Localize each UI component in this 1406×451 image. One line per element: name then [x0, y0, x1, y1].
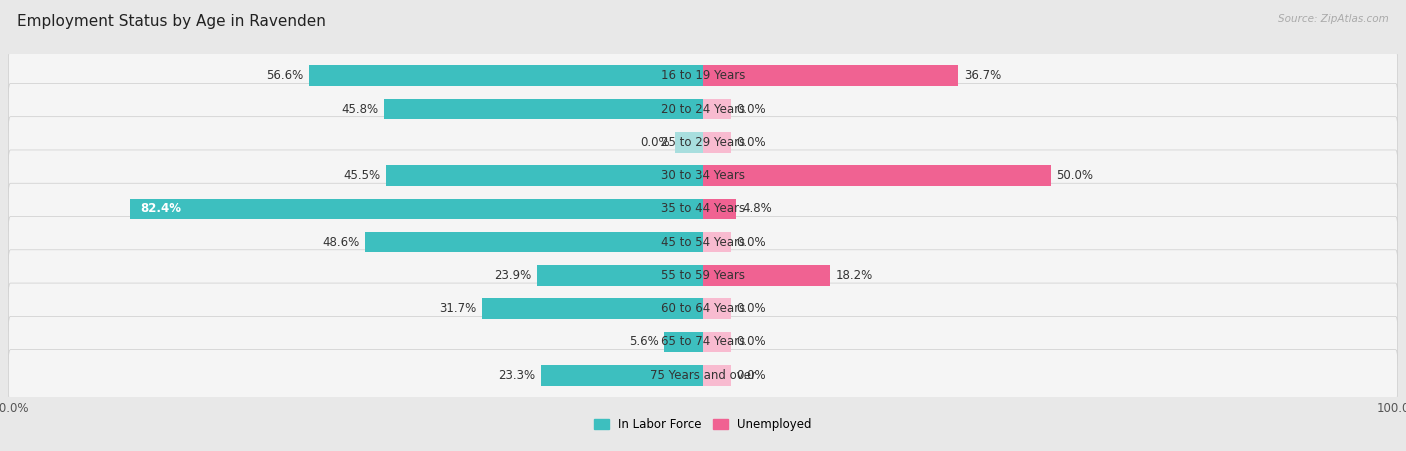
FancyBboxPatch shape [8, 350, 1398, 401]
Bar [703, 99, 731, 120]
Text: 35 to 44 Years: 35 to 44 Years [661, 202, 745, 216]
Text: 75 Years and over: 75 Years and over [650, 369, 756, 382]
Text: 0.0%: 0.0% [737, 136, 766, 149]
FancyBboxPatch shape [8, 117, 1398, 168]
Text: 45.5%: 45.5% [343, 169, 381, 182]
Text: 25 to 29 Years: 25 to 29 Years [661, 136, 745, 149]
Bar [703, 198, 737, 219]
Bar [703, 331, 731, 352]
Bar [384, 99, 703, 120]
Text: 16 to 19 Years: 16 to 19 Years [661, 69, 745, 82]
Text: 50.0%: 50.0% [1056, 169, 1094, 182]
Bar [703, 65, 959, 86]
Text: 36.7%: 36.7% [965, 69, 1001, 82]
Bar [364, 232, 703, 253]
Text: 48.6%: 48.6% [322, 235, 359, 249]
Text: Employment Status by Age in Ravenden: Employment Status by Age in Ravenden [17, 14, 326, 28]
Bar [309, 65, 703, 86]
Bar [703, 265, 830, 286]
Text: 31.7%: 31.7% [440, 302, 477, 315]
Text: 45.8%: 45.8% [342, 102, 378, 115]
Bar [541, 365, 703, 386]
FancyBboxPatch shape [8, 216, 1398, 268]
Text: 18.2%: 18.2% [835, 269, 873, 282]
Text: 0.0%: 0.0% [737, 235, 766, 249]
FancyBboxPatch shape [8, 183, 1398, 235]
Text: 4.8%: 4.8% [742, 202, 772, 216]
Bar [703, 299, 731, 319]
Bar [482, 299, 703, 319]
Text: 45 to 54 Years: 45 to 54 Years [661, 235, 745, 249]
Bar [703, 365, 731, 386]
Text: 0.0%: 0.0% [737, 302, 766, 315]
Text: 56.6%: 56.6% [266, 69, 304, 82]
Bar [387, 165, 703, 186]
Bar [703, 232, 731, 253]
FancyBboxPatch shape [8, 150, 1398, 201]
FancyBboxPatch shape [8, 250, 1398, 301]
Bar [703, 165, 1052, 186]
Text: 82.4%: 82.4% [141, 202, 181, 216]
Bar [703, 132, 731, 152]
Text: 60 to 64 Years: 60 to 64 Years [661, 302, 745, 315]
Text: 23.9%: 23.9% [494, 269, 531, 282]
FancyBboxPatch shape [8, 316, 1398, 368]
FancyBboxPatch shape [8, 283, 1398, 334]
Text: 55 to 59 Years: 55 to 59 Years [661, 269, 745, 282]
Text: 20 to 24 Years: 20 to 24 Years [661, 102, 745, 115]
Text: 5.6%: 5.6% [628, 336, 658, 349]
Text: 65 to 74 Years: 65 to 74 Years [661, 336, 745, 349]
Text: 30 to 34 Years: 30 to 34 Years [661, 169, 745, 182]
Text: 0.0%: 0.0% [737, 369, 766, 382]
Bar [129, 198, 703, 219]
FancyBboxPatch shape [8, 83, 1398, 135]
Bar [537, 265, 703, 286]
Legend: In Labor Force, Unemployed: In Labor Force, Unemployed [589, 413, 817, 436]
Text: 0.0%: 0.0% [640, 136, 669, 149]
Text: 23.3%: 23.3% [498, 369, 536, 382]
Text: Source: ZipAtlas.com: Source: ZipAtlas.com [1278, 14, 1389, 23]
Bar [675, 132, 703, 152]
Text: 0.0%: 0.0% [737, 336, 766, 349]
Text: 0.0%: 0.0% [737, 102, 766, 115]
Bar [664, 331, 703, 352]
FancyBboxPatch shape [8, 50, 1398, 101]
